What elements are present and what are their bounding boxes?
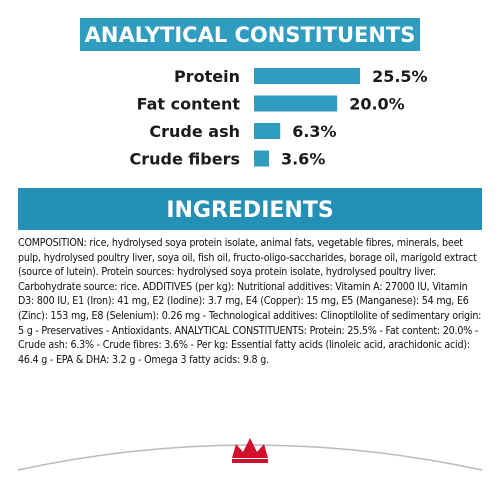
ingredients-text: COMPOSITION: rice, hydrolysed soya prote… — [18, 237, 482, 366]
category-label: Protein — [174, 67, 240, 86]
category-label: Fat content — [137, 95, 241, 114]
bar — [254, 150, 269, 167]
value-label: 25.5% — [372, 67, 428, 86]
chart-title: ANALYTICAL CONSTITUENTS — [85, 23, 416, 47]
category-label: Crude fibers — [130, 150, 240, 169]
ingredients-title: INGREDIENTS — [166, 198, 333, 223]
value-label: 3.6% — [281, 150, 325, 169]
value-label: 20.0% — [349, 95, 405, 114]
value-label: 6.3% — [292, 122, 336, 141]
bar — [254, 95, 338, 112]
crown-base — [232, 459, 268, 463]
ingredients-band — [18, 188, 482, 230]
crown — [232, 438, 268, 458]
category-label: Crude ash — [149, 122, 240, 141]
bar — [254, 68, 361, 84]
title-band — [80, 18, 420, 51]
logo — [17, 438, 483, 471]
bar — [254, 123, 281, 139]
